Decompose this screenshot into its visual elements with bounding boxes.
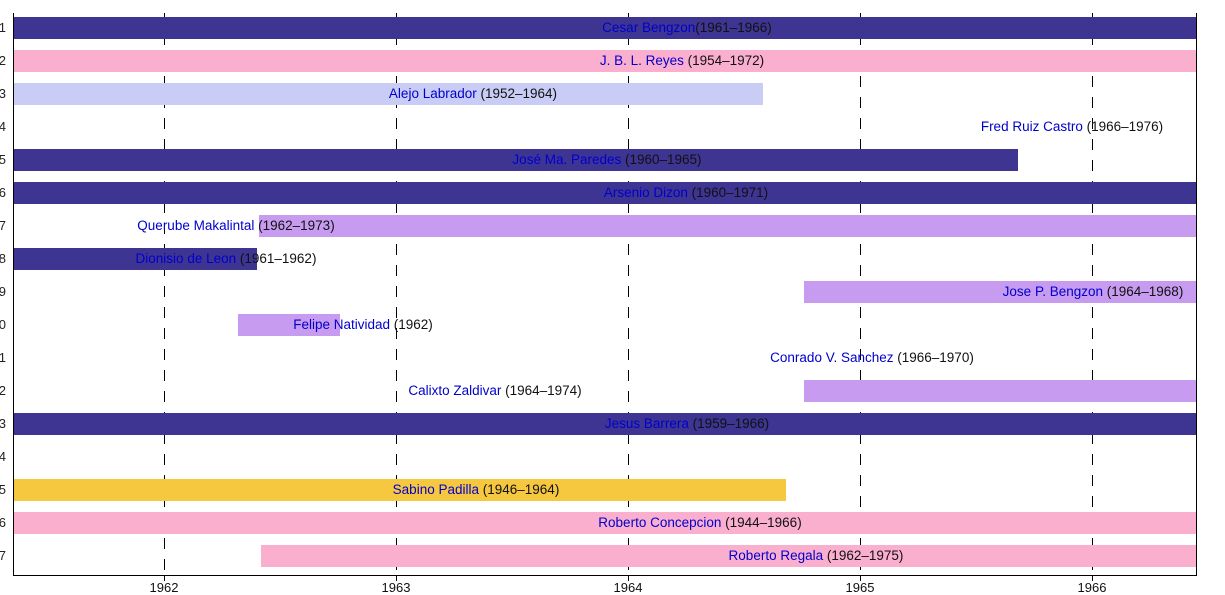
row-number: 7 xyxy=(0,217,6,233)
timeline-bar xyxy=(14,49,1196,72)
term-dates: (1960–1971) xyxy=(687,184,769,200)
axis-tick xyxy=(859,576,861,581)
justice-name: Felipe Natividad xyxy=(293,316,391,332)
timeline-label: Calixto Zaldivar (1964–1974) xyxy=(408,380,581,402)
justice-name: Calixto Zaldivar xyxy=(408,382,502,398)
row-number: 11 xyxy=(0,349,6,365)
justice-name: Cesar Bengzon xyxy=(602,19,696,35)
timeline-label: Conrado V. Sanchez (1966–1970) xyxy=(770,347,974,369)
left-axis-line xyxy=(13,13,14,576)
axis-tick xyxy=(627,576,629,581)
row-number: 9 xyxy=(0,283,6,299)
justice-name: Jesus Barrera xyxy=(604,415,689,431)
justice-name: Conrado V. Sanchez xyxy=(770,349,894,365)
axis-tick-label: 1962 xyxy=(149,580,179,595)
timeline-bar xyxy=(14,412,1196,435)
bottom-axis-line xyxy=(13,575,1197,576)
year-gridline xyxy=(163,13,165,575)
timeline-bar xyxy=(14,16,1196,39)
row-number: 5 xyxy=(0,151,6,167)
timeline-label: José Ma. Paredes (1960–1965) xyxy=(512,149,701,171)
term-dates: (1964–1974) xyxy=(501,382,582,398)
term-dates: (1962) xyxy=(390,316,433,332)
term-dates: (1960–1965) xyxy=(621,151,702,167)
timeline-label: Alejo Labrador (1952–1964) xyxy=(389,83,557,105)
axis-tick xyxy=(163,576,165,581)
axis-tick-label: 1963 xyxy=(381,580,411,595)
term-dates: (1959–1966) xyxy=(688,415,770,431)
timeline-bar xyxy=(14,148,1018,171)
justice-name: Roberto Concepcion xyxy=(598,514,722,530)
axis-tick xyxy=(395,576,397,581)
justice-name: Jose P. Bengzon xyxy=(1002,283,1103,299)
row-number: 16 xyxy=(0,514,6,530)
timeline-label: Jesus Barrera (1959–1966) xyxy=(605,413,769,435)
justice-name: Alejo Labrador xyxy=(388,85,477,101)
term-dates: (1966–1976) xyxy=(1082,118,1164,134)
term-dates: (1962–1975) xyxy=(823,547,904,563)
timeline-label: Cesar Bengzon(1961–1966) xyxy=(602,17,772,39)
row-number: 15 xyxy=(0,481,6,497)
timeline-bar xyxy=(14,478,786,501)
axis-tick-label: 1964 xyxy=(613,580,643,595)
term-dates: (1966–1970) xyxy=(893,349,974,365)
axis-tick-label: 1966 xyxy=(1077,580,1107,595)
timeline-label: Fred Ruiz Castro (1966–1976) xyxy=(981,116,1163,138)
row-number: 1 xyxy=(0,19,6,35)
timeline-bar xyxy=(14,247,257,270)
year-gridline xyxy=(627,13,629,575)
timeline-label: Sabino Padilla (1946–1964) xyxy=(393,479,560,501)
timeline-label: Dionisio de Leon (1961–1962) xyxy=(136,248,317,270)
justice-name: Querube Makalintal xyxy=(137,217,255,233)
row-number: 6 xyxy=(0,184,6,200)
axis-tick xyxy=(1091,576,1093,581)
row-number: 2 xyxy=(0,52,6,68)
term-dates: (1944–1966) xyxy=(721,514,802,530)
timeline-label: Felipe Natividad (1962) xyxy=(293,314,433,336)
row-number: 8 xyxy=(0,250,6,266)
term-dates: (1964–1968) xyxy=(1103,283,1184,299)
row-number: 4 xyxy=(0,118,6,134)
timeline-bar xyxy=(238,313,341,336)
row-number: 10 xyxy=(0,316,6,332)
justice-name: Fred Ruiz Castro xyxy=(980,118,1083,134)
axis-tick-label: 1965 xyxy=(845,580,875,595)
justice-name: Arsenio Dizon xyxy=(603,184,688,200)
right-axis-line xyxy=(1196,13,1197,576)
timeline-label: Querube Makalintal (1962–1973) xyxy=(137,215,334,237)
timeline-label: Roberto Concepcion (1944–1966) xyxy=(598,512,801,534)
justice-name: Sabino Padilla xyxy=(392,481,479,497)
timeline-bar xyxy=(804,379,1196,402)
timeline-bar xyxy=(804,280,1196,303)
term-dates: (1961–1966) xyxy=(695,19,772,35)
justice-name: José Ma. Paredes xyxy=(512,151,622,167)
timeline-bar xyxy=(261,544,1196,567)
timeline-bar xyxy=(14,181,1196,204)
justice-name: J. B. L. Reyes xyxy=(599,52,684,68)
timeline-bar xyxy=(14,82,763,105)
row-number: 3 xyxy=(0,85,6,101)
timeline-label: Arsenio Dizon (1960–1971) xyxy=(604,182,768,204)
term-dates: (1952–1964) xyxy=(476,85,558,101)
row-number: 12 xyxy=(0,382,6,398)
row-number: 13 xyxy=(0,415,6,431)
row-number: 14 xyxy=(0,448,6,464)
row-number: 17 xyxy=(0,547,6,563)
justice-name: Dionisio de Leon xyxy=(135,250,237,266)
timeline-label: J. B. L. Reyes (1954–1972) xyxy=(600,50,764,72)
term-dates: (1954–1972) xyxy=(683,52,765,68)
timeline-bar xyxy=(14,511,1196,534)
justice-name: Roberto Regala xyxy=(728,547,824,563)
timeline-label: Jose P. Bengzon (1964–1968) xyxy=(1003,281,1184,303)
term-dates: (1961–1962) xyxy=(236,250,317,266)
timeline-label: Roberto Regala (1962–1975) xyxy=(729,545,904,567)
term-dates: (1962–1973) xyxy=(254,217,335,233)
timeline-bar xyxy=(259,214,1196,237)
year-gridline xyxy=(395,13,397,575)
term-dates: (1946–1964) xyxy=(479,481,560,497)
